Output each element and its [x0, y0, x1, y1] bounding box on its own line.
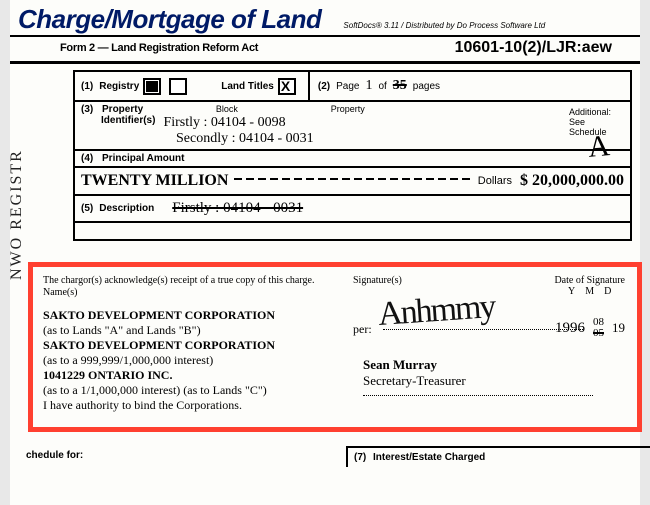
date-d-hdr: D — [604, 286, 611, 297]
property-sublabel: Property — [331, 104, 365, 114]
signer-block: Sean Murray Secretary-Treasurer — [363, 357, 466, 388]
landtitles-checkbox — [278, 78, 296, 95]
acknowledge-text: The chargor(s) acknowledge(s) receipt of… — [43, 275, 627, 286]
fill-line — [234, 178, 471, 180]
row-registry: (1) Registry Land Titles (2) Page 1 of 3… — [73, 70, 632, 102]
date-column: Date of Signature Y M D — [554, 275, 625, 297]
page-label: Page — [336, 81, 359, 92]
interest-estate-cell: (7) Interest/Estate Charged — [346, 446, 650, 467]
per-label: per: — [353, 322, 372, 337]
description-hand: Firstly : 04104 - 0031 — [172, 200, 303, 217]
schedule-for-label: chedule for: — [20, 446, 89, 467]
amount-words: TWENTY MILLION — [81, 172, 228, 190]
bottom-row: chedule for: (7) Interest/Estate Charged — [20, 446, 650, 467]
identifier-label: Identifier(s) — [101, 115, 155, 131]
landtitles-label: Land Titles — [221, 81, 274, 92]
pages-label: pages — [413, 81, 440, 92]
row-principal-amount: TWENTY MILLION Dollars $ 20,000,000.00 — [73, 168, 632, 196]
signature-block: The chargor(s) acknowledge(s) receipt of… — [28, 262, 642, 432]
doc-title: Charge/Mortgage of Land — [18, 4, 321, 35]
field-num-1: (1) — [81, 81, 93, 92]
form2-label: Form 2 — Land Registration Reform Act — [60, 42, 455, 54]
row-description-cont — [73, 223, 632, 241]
signature-label: Signature(s) — [353, 275, 402, 286]
corp3: 1041229 ONTARIO INC. — [43, 368, 172, 382]
date-m-hdr: M — [585, 286, 594, 297]
corp2: SAKTO DEVELOPMENT CORPORATION — [43, 338, 275, 352]
row-property-id: (3) Property Block Property Identifier(s… — [73, 102, 632, 151]
identifier-hand-1: Firstly : 04104 - 0098 — [163, 115, 285, 131]
field-num-5: (5) — [81, 203, 93, 214]
softdocs-credit: SoftDocs® 3.11 / Distributed by Do Proce… — [343, 21, 545, 30]
chargor-list: SAKTO DEVELOPMENT CORPORATION (as to Lan… — [43, 308, 627, 413]
field-num-7: (7) — [354, 452, 366, 463]
margin-handwriting: NWO REGISTR — [8, 30, 28, 280]
date-year: 1996 — [555, 320, 585, 337]
signature-date: 1996 08 05 19 — [555, 317, 625, 339]
identifier-hand-2: Secondly : 04104 - 0031 — [176, 131, 569, 147]
form-content: (1) Registry Land Titles (2) Page 1 of 3… — [10, 70, 640, 241]
title-row: Charge/Mortgage of Land SoftDocs® 3.11 /… — [10, 0, 640, 37]
field-num-3: (3) — [81, 104, 93, 115]
of-label: of — [378, 81, 386, 92]
registry-checkbox — [143, 78, 161, 95]
page-total-hand: 35 — [393, 78, 407, 94]
signature-line-2 — [363, 395, 593, 396]
document-page: Charge/Mortgage of Land SoftDocs® 3.11 /… — [10, 0, 640, 505]
signature-line-1 — [383, 329, 583, 330]
description-label: Description — [99, 203, 154, 214]
names-label: Name(s) — [43, 287, 627, 298]
interest-estate-label: Interest/Estate Charged — [373, 452, 485, 463]
row-description: (5) Description Firstly : 04104 - 0031 — [73, 196, 632, 223]
signer-title: Secretary-Treasurer — [363, 373, 466, 389]
corp2-sub: (as to a 999,999/1,000,000 interest) — [43, 353, 627, 368]
block-label: Block — [216, 104, 238, 114]
registry-label: Registry — [99, 81, 139, 92]
registry-checkbox-2 — [169, 78, 187, 95]
date-day: 19 — [612, 320, 625, 336]
principal-label: Principal Amount — [102, 153, 184, 164]
corp1: SAKTO DEVELOPMENT CORPORATION — [43, 308, 275, 322]
signature-scribble: Anhmmy — [377, 288, 496, 334]
field-num-2: (2) — [318, 81, 330, 92]
date-y-hdr: Y — [568, 286, 575, 297]
handwritten-mark: A — [587, 129, 612, 165]
authority-text: I have authority to bind the Corporation… — [43, 398, 627, 413]
dollars-label: Dollars — [478, 175, 512, 187]
row-principal-label: (4) Principal Amount — [73, 151, 632, 168]
signer-name: Sean Murray — [363, 357, 466, 373]
property-label: Property — [102, 104, 143, 115]
form2-row: Form 2 — Land Registration Reform Act 10… — [10, 37, 640, 64]
page-current: 1 — [365, 78, 372, 94]
doc-number: 10601-10(2)/LJR:aew — [455, 39, 632, 57]
date-sig-label: Date of Signature — [554, 275, 625, 286]
field-num-4: (4) — [81, 153, 93, 164]
date-month-struck: 05 — [593, 328, 604, 339]
amount-numeric: $ 20,000,000.00 — [520, 172, 624, 190]
corp1-sub: (as to Lands "A" and Lands "B") — [43, 323, 627, 338]
